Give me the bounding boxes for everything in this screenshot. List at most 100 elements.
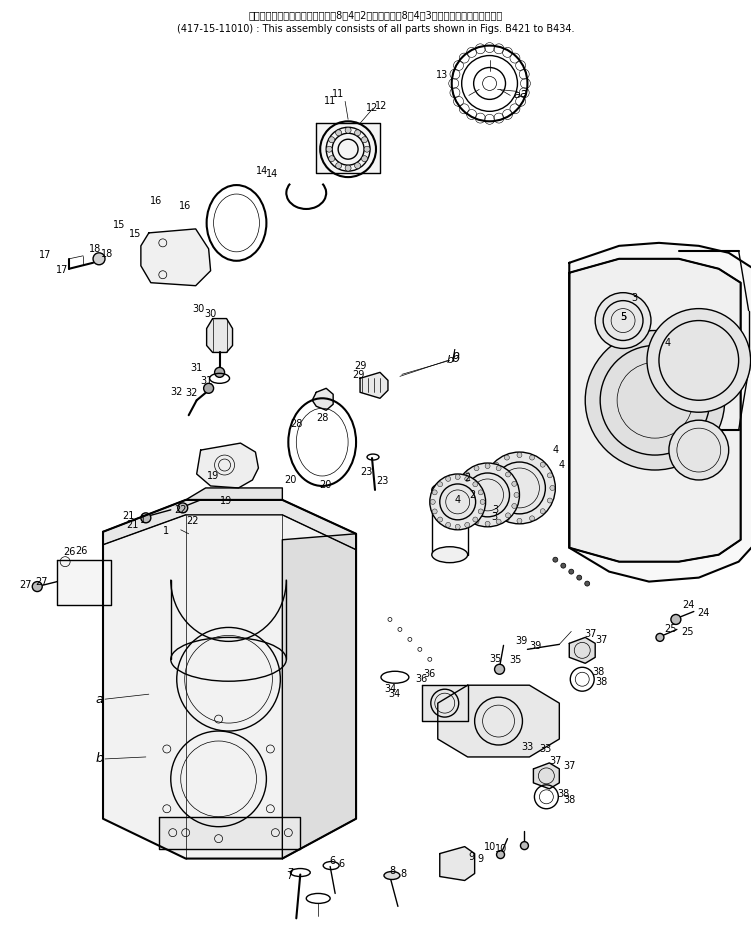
Circle shape xyxy=(577,575,582,580)
Circle shape xyxy=(473,517,478,522)
Circle shape xyxy=(505,513,511,517)
Circle shape xyxy=(465,472,470,477)
Text: 34: 34 xyxy=(389,690,401,699)
Text: 19: 19 xyxy=(207,471,219,481)
Text: 38: 38 xyxy=(557,789,569,798)
Circle shape xyxy=(550,485,555,490)
Text: 14: 14 xyxy=(266,169,279,179)
Text: 24: 24 xyxy=(683,600,695,609)
Polygon shape xyxy=(312,388,333,411)
Circle shape xyxy=(505,472,511,477)
Text: 37: 37 xyxy=(584,629,596,639)
Text: 24: 24 xyxy=(697,607,709,618)
Circle shape xyxy=(456,493,461,498)
Circle shape xyxy=(326,147,332,152)
Text: 27: 27 xyxy=(35,577,47,587)
Polygon shape xyxy=(57,560,111,604)
Text: b: b xyxy=(446,356,453,365)
Text: 5: 5 xyxy=(620,311,626,322)
Polygon shape xyxy=(207,319,232,353)
Polygon shape xyxy=(317,123,380,173)
Text: 13: 13 xyxy=(435,70,448,80)
Circle shape xyxy=(465,513,470,517)
Ellipse shape xyxy=(432,482,468,498)
Polygon shape xyxy=(533,762,559,789)
Text: 23: 23 xyxy=(376,476,388,486)
Text: 22: 22 xyxy=(186,516,199,526)
Text: 4: 4 xyxy=(665,339,671,348)
Circle shape xyxy=(141,513,151,523)
Text: 2: 2 xyxy=(470,490,476,499)
Text: 26: 26 xyxy=(75,546,87,555)
Text: 29: 29 xyxy=(354,361,366,372)
Text: 7: 7 xyxy=(286,870,293,881)
Text: 31: 31 xyxy=(201,377,213,386)
Text: 31: 31 xyxy=(190,363,203,374)
Text: b: b xyxy=(96,752,103,765)
Ellipse shape xyxy=(384,871,400,880)
Text: 3: 3 xyxy=(492,512,498,522)
Polygon shape xyxy=(422,685,468,721)
Text: 33: 33 xyxy=(521,742,534,752)
Circle shape xyxy=(430,499,435,504)
Text: 37: 37 xyxy=(563,761,576,771)
Circle shape xyxy=(459,503,463,508)
Polygon shape xyxy=(360,373,388,398)
Circle shape xyxy=(480,499,485,504)
Text: 16: 16 xyxy=(150,196,162,206)
Circle shape xyxy=(529,516,535,521)
Circle shape xyxy=(517,452,522,458)
Text: b: b xyxy=(452,349,459,362)
Text: 35: 35 xyxy=(490,655,502,664)
Circle shape xyxy=(487,473,492,478)
Circle shape xyxy=(432,509,437,514)
Circle shape xyxy=(430,474,486,530)
Text: 28: 28 xyxy=(290,419,302,429)
Polygon shape xyxy=(440,847,475,881)
Circle shape xyxy=(329,156,335,162)
Text: 29: 29 xyxy=(352,371,365,380)
Text: 20: 20 xyxy=(319,480,332,490)
Circle shape xyxy=(585,581,590,587)
Circle shape xyxy=(585,330,725,470)
Circle shape xyxy=(478,509,484,514)
Polygon shape xyxy=(569,638,595,663)
Circle shape xyxy=(540,509,545,514)
Circle shape xyxy=(512,482,517,486)
Polygon shape xyxy=(103,499,356,859)
Circle shape xyxy=(647,308,750,412)
Text: 38: 38 xyxy=(563,795,575,805)
Text: 5: 5 xyxy=(620,311,626,322)
Text: 16: 16 xyxy=(179,201,191,211)
Circle shape xyxy=(432,490,437,495)
Circle shape xyxy=(512,503,517,508)
Circle shape xyxy=(438,482,443,487)
Text: 14: 14 xyxy=(256,166,268,176)
Text: 25: 25 xyxy=(681,627,693,638)
Circle shape xyxy=(484,452,555,524)
Text: 3: 3 xyxy=(493,505,499,515)
Text: 4: 4 xyxy=(558,460,564,470)
Circle shape xyxy=(455,475,460,480)
Circle shape xyxy=(465,477,470,482)
Circle shape xyxy=(485,521,490,526)
Circle shape xyxy=(671,615,681,624)
Text: 1: 1 xyxy=(162,526,169,535)
Text: 18: 18 xyxy=(101,249,114,259)
Text: 25: 25 xyxy=(665,624,677,635)
Circle shape xyxy=(335,163,341,168)
Text: 6: 6 xyxy=(338,859,344,868)
Polygon shape xyxy=(569,243,752,582)
Circle shape xyxy=(547,473,552,478)
Circle shape xyxy=(505,455,509,460)
Polygon shape xyxy=(569,259,741,562)
Circle shape xyxy=(494,463,499,467)
Circle shape xyxy=(177,503,188,513)
Text: 36: 36 xyxy=(416,674,428,684)
Text: 15: 15 xyxy=(113,219,125,230)
Circle shape xyxy=(459,482,463,486)
Text: 10: 10 xyxy=(495,844,507,853)
Circle shape xyxy=(505,516,509,521)
Circle shape xyxy=(569,569,574,574)
Circle shape xyxy=(473,482,478,487)
